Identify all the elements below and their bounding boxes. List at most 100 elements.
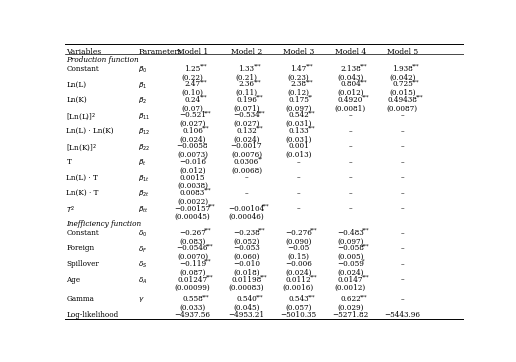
Text: −5271.82: −5271.82 (332, 311, 368, 319)
Text: (0.15): (0.15) (287, 253, 310, 261)
Text: 2.47: 2.47 (184, 80, 201, 88)
Text: –: – (297, 158, 300, 166)
Text: 0.0015: 0.0015 (180, 173, 205, 181)
Text: –: – (349, 205, 352, 212)
Text: ***: *** (360, 79, 367, 84)
Text: ***: *** (362, 95, 369, 100)
Text: 0.0083: 0.0083 (180, 189, 205, 197)
Text: (0.0073): (0.0073) (177, 151, 208, 159)
Text: (0.033): (0.033) (180, 304, 205, 312)
Text: *: * (362, 259, 364, 264)
Text: (0.097): (0.097) (337, 237, 364, 245)
Text: ***: *** (360, 64, 367, 69)
Text: −0.010: −0.010 (233, 260, 260, 268)
Text: (0.11): (0.11) (235, 89, 257, 97)
Text: –: – (400, 275, 404, 283)
Text: ***: *** (310, 228, 317, 233)
Text: (0.0016): (0.0016) (283, 284, 314, 292)
Text: (0.00083): (0.00083) (229, 284, 264, 292)
Text: (0.0012): (0.0012) (335, 284, 366, 292)
Text: *: * (204, 157, 206, 162)
Text: −0.016: −0.016 (179, 158, 206, 166)
Text: 0.804: 0.804 (340, 80, 361, 88)
Text: $\beta_{tt}$: $\beta_{tt}$ (138, 205, 149, 215)
Text: T: T (67, 158, 71, 166)
Text: ***: *** (306, 64, 313, 69)
Text: ***: *** (254, 79, 262, 84)
Text: –: – (349, 189, 352, 197)
Text: −0.267: −0.267 (179, 229, 206, 237)
Text: (0.024): (0.024) (233, 136, 260, 144)
Text: (0.0022): (0.0022) (177, 198, 208, 206)
Text: –: – (400, 127, 404, 135)
Text: 1.25: 1.25 (184, 65, 201, 73)
Text: −0.534: −0.534 (233, 111, 260, 119)
Text: 0.001: 0.001 (288, 143, 309, 151)
Text: −0.053: −0.053 (233, 244, 260, 252)
Text: ***: *** (200, 64, 207, 69)
Text: −0.483: −0.483 (337, 229, 364, 237)
Text: −0.119: −0.119 (179, 260, 206, 268)
Text: 1.47: 1.47 (291, 65, 307, 73)
Text: $\gamma$: $\gamma$ (138, 295, 145, 304)
Text: $\beta_{t}$: $\beta_{t}$ (138, 158, 147, 168)
Text: (0.012): (0.012) (179, 167, 206, 174)
Text: Model 5: Model 5 (387, 48, 418, 56)
Text: (0.024): (0.024) (337, 269, 364, 277)
Text: 0.24: 0.24 (184, 96, 201, 104)
Text: ***: *** (200, 95, 207, 100)
Text: Ln(L) · Ln(K): Ln(L) · Ln(K) (67, 127, 114, 135)
Text: ***: *** (257, 110, 265, 115)
Text: 0.4920: 0.4920 (338, 96, 363, 104)
Text: ***: *** (204, 259, 211, 264)
Text: (0.018): (0.018) (233, 269, 260, 277)
Text: –: – (400, 173, 404, 181)
Text: Parameters: Parameters (138, 48, 182, 56)
Text: (0.043): (0.043) (337, 73, 364, 81)
Text: ***: *** (256, 126, 263, 131)
Text: $\delta_{A}$: $\delta_{A}$ (138, 275, 148, 286)
Text: ***: *** (412, 64, 420, 69)
Text: –: – (349, 158, 352, 166)
Text: $\delta_{S}$: $\delta_{S}$ (138, 260, 148, 270)
Text: Production function: Production function (67, 56, 139, 64)
Text: Variables: Variables (67, 48, 102, 56)
Text: 0.0147: 0.0147 (337, 275, 363, 283)
Text: –: – (297, 189, 300, 197)
Text: (0.00099): (0.00099) (174, 284, 211, 292)
Text: (0.0076): (0.0076) (231, 151, 262, 159)
Text: Constant: Constant (67, 229, 99, 237)
Text: −0.00104: −0.00104 (228, 205, 265, 212)
Text: $\beta_{1}$: $\beta_{1}$ (138, 80, 148, 90)
Text: ***: *** (306, 79, 313, 84)
Text: (0.10): (0.10) (182, 89, 203, 97)
Text: –: – (297, 205, 300, 212)
Text: (0.012): (0.012) (337, 89, 364, 97)
Text: ***: *** (362, 228, 369, 233)
Text: (0.071): (0.071) (233, 105, 260, 113)
Text: −4937.56: −4937.56 (174, 311, 211, 319)
Text: ***: *** (204, 188, 211, 193)
Text: $\beta_{22}$: $\beta_{22}$ (138, 143, 151, 153)
Text: (0.23): (0.23) (287, 73, 309, 81)
Text: −0.276: −0.276 (285, 229, 312, 237)
Text: 2.38: 2.38 (291, 80, 307, 88)
Text: −5010.35: −5010.35 (280, 311, 316, 319)
Text: Ln(L) · T: Ln(L) · T (67, 173, 98, 181)
Text: ***: *** (200, 79, 207, 84)
Text: –: – (400, 229, 404, 237)
Text: Ln(L): Ln(L) (67, 80, 87, 88)
Text: –: – (400, 295, 404, 303)
Text: −0.0058: −0.0058 (176, 143, 208, 151)
Text: (0.027): (0.027) (233, 120, 260, 128)
Text: (0.060): (0.060) (233, 253, 260, 261)
Text: –: – (400, 244, 404, 252)
Text: (0.045): (0.045) (233, 304, 260, 312)
Text: 0.49438: 0.49438 (388, 96, 417, 104)
Text: Spillover: Spillover (67, 260, 99, 268)
Text: –: – (400, 143, 404, 151)
Text: Ln(K) · T: Ln(K) · T (67, 189, 99, 197)
Text: **: ** (308, 95, 313, 100)
Text: 1.33: 1.33 (238, 65, 254, 73)
Text: 0.132: 0.132 (236, 127, 257, 135)
